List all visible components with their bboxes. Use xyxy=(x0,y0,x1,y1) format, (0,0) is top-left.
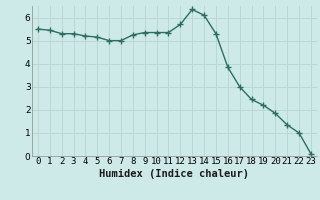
X-axis label: Humidex (Indice chaleur): Humidex (Indice chaleur) xyxy=(100,169,249,179)
